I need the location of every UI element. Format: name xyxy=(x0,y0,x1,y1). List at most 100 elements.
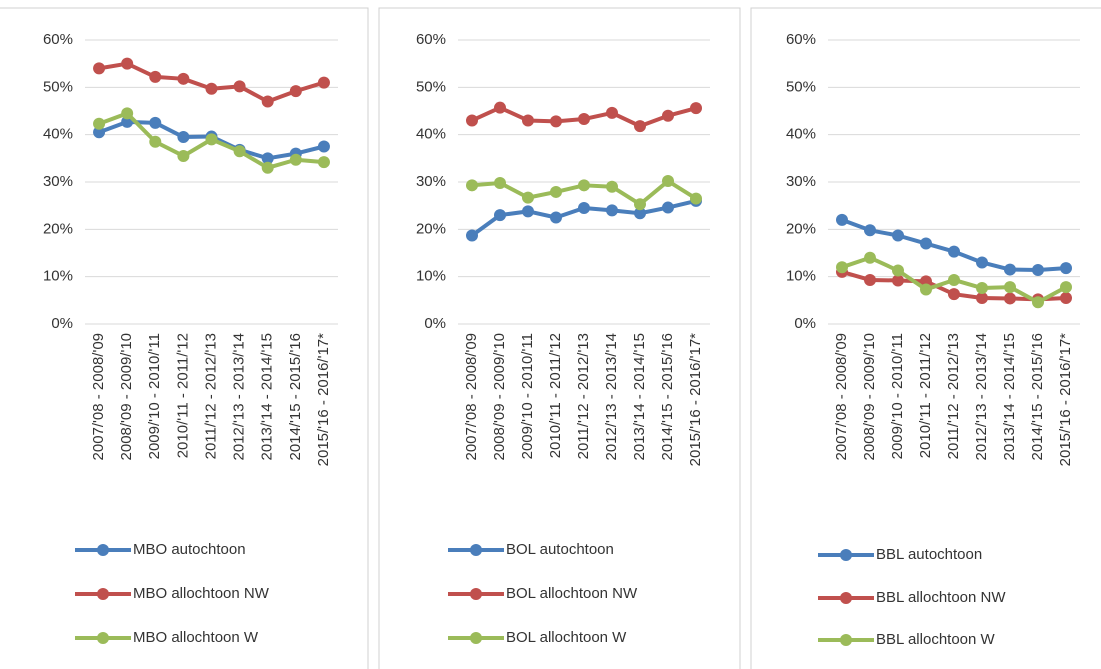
point xyxy=(578,202,590,215)
y-tick-label: 50% xyxy=(786,78,816,95)
point xyxy=(466,114,478,127)
point xyxy=(233,145,246,158)
legend-label: MBO allochtoon NW xyxy=(133,585,270,602)
point xyxy=(261,152,274,165)
x-tick-label: 2011/'12 - 2012/'13 xyxy=(202,333,219,459)
x-tick-label: 2009/'10 - 2010/'11 xyxy=(146,333,163,459)
point xyxy=(289,153,302,166)
point xyxy=(205,133,218,146)
point xyxy=(1004,292,1016,305)
point xyxy=(948,245,960,258)
point xyxy=(261,161,274,174)
x-tick-label: 2010/'11 - 2011/'12 xyxy=(547,333,564,458)
point xyxy=(317,156,330,169)
point xyxy=(1004,263,1016,276)
point xyxy=(578,113,590,126)
legend-marker xyxy=(840,634,852,646)
point xyxy=(976,256,988,269)
point xyxy=(976,291,988,304)
x-tick-label: 2010/'11 - 2011/'12 xyxy=(174,333,191,458)
point xyxy=(317,140,330,153)
point xyxy=(634,120,646,133)
x-tick-label: 2008/'09 - 2009/'10 xyxy=(118,333,135,461)
point xyxy=(920,237,932,250)
legend-label: BBL autochtoon xyxy=(876,546,982,563)
point xyxy=(662,175,674,188)
x-tick-label: 2007/'08 - 2008/'09 xyxy=(833,333,850,461)
point xyxy=(836,261,848,274)
y-tick-label: 20% xyxy=(43,220,73,237)
x-tick-label: 2015/'16 - 2016/'17* xyxy=(315,333,332,467)
legend-marker xyxy=(840,592,852,604)
legend-label: BOL allochtoon NW xyxy=(506,585,638,602)
x-tick-label: 2013/'14 - 2014/'15 xyxy=(631,333,648,461)
legend-label: BOL allochtoon W xyxy=(506,629,627,646)
legend-label: BOL autochtoon xyxy=(506,541,614,558)
x-tick-label: 2012/'13 - 2013/'14 xyxy=(231,333,248,461)
legend-marker xyxy=(97,632,109,644)
x-tick-label: 2013/'14 - 2014/'15 xyxy=(1001,333,1018,461)
point xyxy=(466,229,478,242)
point xyxy=(892,274,904,287)
point xyxy=(494,176,506,189)
point xyxy=(177,149,190,162)
x-tick-label: 2008/'09 - 2009/'10 xyxy=(491,333,508,461)
point xyxy=(233,80,246,93)
point xyxy=(1060,281,1072,294)
y-tick-label: 0% xyxy=(794,315,816,332)
point xyxy=(690,192,702,205)
point xyxy=(864,224,876,237)
point xyxy=(550,115,562,128)
y-tick-label: 50% xyxy=(43,78,73,95)
point xyxy=(1060,262,1072,275)
point xyxy=(494,101,506,114)
point xyxy=(1004,281,1016,294)
y-tick-label: 40% xyxy=(43,126,73,143)
point xyxy=(205,82,218,95)
panel xyxy=(750,7,1101,669)
y-tick-label: 20% xyxy=(786,220,816,237)
legend-marker xyxy=(840,549,852,561)
point xyxy=(578,179,590,192)
point xyxy=(177,131,190,144)
point xyxy=(149,70,162,83)
point xyxy=(522,205,534,218)
point xyxy=(550,185,562,198)
legend-label: MBO allochtoon W xyxy=(133,629,259,646)
point xyxy=(149,135,162,148)
legend-marker xyxy=(470,632,482,644)
y-tick-label: 10% xyxy=(786,268,816,285)
y-tick-label: 60% xyxy=(416,31,446,48)
point xyxy=(606,180,618,193)
point xyxy=(690,102,702,115)
x-tick-label: 2014/'15 - 2015/'16 xyxy=(1029,333,1046,461)
y-tick-label: 60% xyxy=(43,31,73,48)
point xyxy=(634,198,646,211)
legend-label: MBO autochtoon xyxy=(133,541,246,558)
point xyxy=(1032,264,1044,277)
point xyxy=(662,109,674,122)
point xyxy=(836,213,848,226)
x-tick-label: 2014/'15 - 2015/'16 xyxy=(287,333,304,461)
point xyxy=(948,273,960,286)
x-tick-label: 2011/'12 - 2012/'13 xyxy=(945,333,962,459)
x-tick-label: 2011/'12 - 2012/'13 xyxy=(575,333,592,459)
point xyxy=(522,114,534,127)
point xyxy=(606,106,618,119)
point xyxy=(550,211,562,224)
point xyxy=(261,95,274,108)
point xyxy=(466,179,478,192)
legend-marker xyxy=(97,544,109,556)
x-tick-label: 2014/'15 - 2015/'16 xyxy=(659,333,676,461)
point xyxy=(892,229,904,242)
x-tick-label: 2012/'13 - 2013/'14 xyxy=(603,333,620,461)
point xyxy=(121,107,134,120)
legend-marker xyxy=(470,544,482,556)
point xyxy=(317,76,330,89)
y-tick-label: 40% xyxy=(416,126,446,143)
point xyxy=(494,209,506,222)
point xyxy=(662,201,674,214)
y-tick-label: 30% xyxy=(786,173,816,190)
x-tick-label: 2013/'14 - 2014/'15 xyxy=(259,333,276,461)
